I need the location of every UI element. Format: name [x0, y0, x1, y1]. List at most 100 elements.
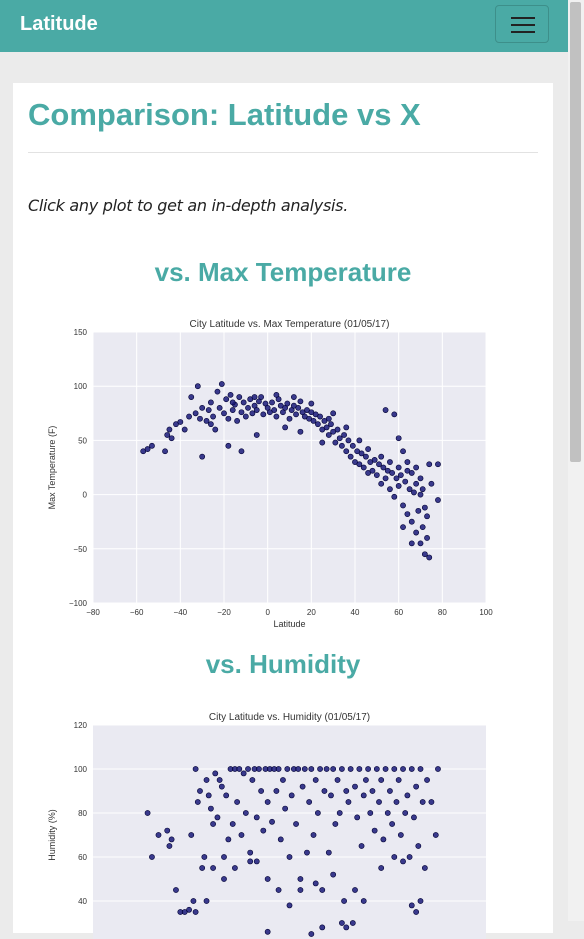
data-point — [378, 865, 385, 871]
data-point — [435, 766, 441, 772]
data-point — [308, 766, 315, 772]
data-point — [347, 453, 354, 460]
temperature-scatter-plot[interactable]: City Latitude vs. Max Temperature (01/05… — [43, 316, 523, 638]
y-tick-label: 50 — [78, 436, 87, 445]
data-point — [413, 480, 420, 487]
data-point — [424, 513, 430, 520]
data-point — [225, 442, 232, 449]
data-point — [400, 766, 406, 772]
data-point — [264, 876, 271, 882]
navbar: Latitude — [0, 0, 568, 52]
data-point — [164, 432, 171, 438]
data-point — [321, 788, 328, 794]
data-point — [413, 529, 420, 536]
data-point — [273, 788, 280, 794]
humidity-scatter-plot[interactable]: City Latitude vs. Humidity (01/05/17)204… — [43, 709, 523, 939]
x-tick-label: 60 — [394, 608, 403, 617]
data-point — [334, 426, 341, 433]
data-point — [297, 876, 304, 882]
data-point — [273, 391, 280, 398]
data-point — [207, 805, 214, 812]
data-point — [393, 799, 400, 805]
data-point — [207, 399, 214, 406]
data-point — [286, 415, 293, 422]
data-point — [380, 464, 387, 471]
data-point — [428, 799, 435, 805]
data-point — [360, 792, 367, 799]
data-point — [338, 920, 345, 926]
data-point — [341, 432, 347, 438]
data-point — [343, 448, 350, 455]
data-point — [251, 394, 258, 400]
data-point — [395, 435, 402, 442]
data-point — [408, 766, 415, 772]
x-tick-label: 0 — [265, 608, 270, 617]
y-tick-label: 0 — [83, 491, 88, 500]
data-point — [227, 391, 234, 398]
x-tick-label: 40 — [351, 608, 360, 617]
data-point — [352, 887, 358, 893]
data-point — [373, 766, 380, 772]
data-point — [384, 810, 391, 816]
scrollbar-thumb[interactable] — [570, 2, 581, 462]
data-point — [376, 799, 382, 805]
data-point — [299, 783, 306, 790]
data-point — [212, 770, 219, 777]
navbar-brand[interactable]: Latitude — [20, 13, 98, 35]
data-point — [216, 404, 223, 411]
data-point — [203, 777, 210, 783]
y-tick-label: 120 — [74, 721, 88, 730]
title-divider — [28, 152, 538, 153]
data-point — [432, 832, 439, 838]
data-point — [232, 865, 238, 871]
data-point — [308, 931, 315, 937]
content-card: Comparison: Latitude vs X Click any plot… — [13, 83, 553, 939]
section-heading-max-temperature: vs. Max Temperature — [154, 257, 412, 287]
y-tick-label: 100 — [74, 382, 88, 391]
data-point — [393, 475, 400, 482]
data-point — [229, 399, 236, 406]
data-point — [404, 792, 411, 799]
data-point — [192, 410, 199, 417]
data-point — [314, 810, 321, 816]
data-point — [234, 799, 240, 805]
y-tick-label: 150 — [74, 328, 88, 337]
menu-toggle-button[interactable] — [495, 5, 549, 43]
data-point — [144, 446, 151, 452]
data-point — [245, 766, 251, 772]
data-point — [363, 453, 369, 460]
data-point — [402, 478, 409, 485]
data-point — [417, 766, 424, 772]
data-point — [218, 783, 225, 790]
data-point — [338, 766, 345, 772]
data-point — [406, 486, 413, 493]
data-point — [192, 766, 199, 772]
x-tick-label: −40 — [174, 608, 188, 617]
data-point — [332, 821, 339, 827]
data-point — [260, 411, 267, 418]
data-point — [325, 849, 332, 856]
data-point — [181, 426, 188, 433]
data-point — [203, 898, 210, 904]
data-point — [349, 442, 356, 449]
data-point — [360, 464, 367, 471]
data-point — [404, 467, 411, 474]
data-point — [319, 924, 326, 931]
data-point — [264, 799, 271, 805]
data-point — [144, 810, 151, 816]
data-point — [413, 464, 420, 471]
section-heading-humidity: vs. Humidity — [205, 649, 361, 679]
data-point — [312, 880, 319, 887]
data-point — [349, 920, 356, 926]
data-point — [419, 524, 426, 531]
data-point — [149, 442, 155, 449]
data-point — [273, 413, 280, 420]
data-point — [240, 399, 247, 406]
data-point — [387, 788, 393, 794]
data-point — [229, 407, 236, 413]
x-tick-label: −80 — [86, 608, 100, 617]
hamburger-icon — [511, 17, 535, 19]
data-point — [371, 457, 378, 463]
y-tick-label: 40 — [78, 897, 87, 906]
data-point — [177, 419, 184, 425]
